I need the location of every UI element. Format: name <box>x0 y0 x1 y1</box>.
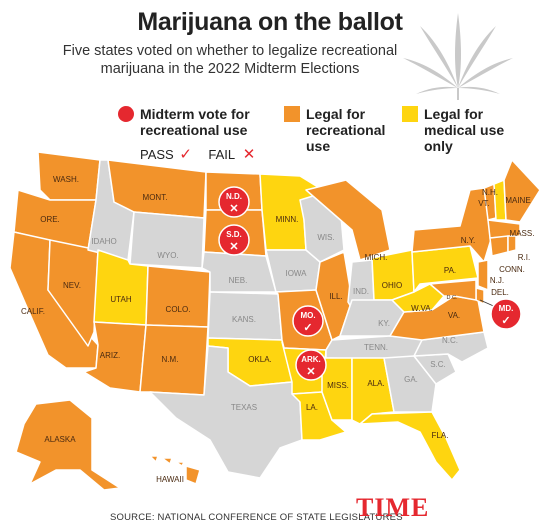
label-alaska: ALASKA <box>44 435 76 444</box>
legend-medical-label: Legal for medical use only <box>424 106 505 154</box>
state-neb <box>201 251 277 293</box>
label-miss: MISS. <box>327 381 349 390</box>
time-logo: TIME <box>356 493 430 522</box>
label-ill: ILL. <box>329 292 342 301</box>
fail-label: FAIL <box>208 147 236 162</box>
state-colo <box>145 265 211 328</box>
vote-label-md: MD. <box>499 304 514 313</box>
recreational-swatch <box>284 106 300 122</box>
label-texas: TEXAS <box>231 403 257 412</box>
label-idaho: IDAHO <box>91 237 116 246</box>
label-utah: UTAH <box>110 295 131 304</box>
label-del: DEL. <box>491 288 509 297</box>
state-conn <box>489 235 509 257</box>
legend-recreational-label: Legal for recreational use <box>306 106 386 154</box>
fail-x-icon: ✕ <box>229 241 238 253</box>
vote-marker-md: MD. ✓ <box>479 298 522 330</box>
fail-x-icon: ✕ <box>229 203 238 215</box>
label-maine: MAINE <box>505 196 530 205</box>
label-iowa: IOWA <box>285 269 307 278</box>
state-md <box>429 279 477 301</box>
state-va <box>389 295 485 341</box>
label-kans: KANS. <box>232 315 256 324</box>
vote-label-nd: N.D. <box>226 192 242 201</box>
label-ohio: OHIO <box>382 281 402 290</box>
label-nh: N.H. <box>482 188 498 197</box>
label-ala: ALA. <box>367 379 384 388</box>
label-wash: WASH. <box>53 175 79 184</box>
label-nj: N.J. <box>490 276 504 285</box>
state-alaska <box>15 399 121 491</box>
label-ariz: ARIZ. <box>100 351 120 360</box>
label-nm: N.M. <box>162 355 179 364</box>
vote-label-mo: MO. <box>300 311 315 320</box>
state-mass <box>487 219 521 239</box>
page-title: Marijuana on the ballot <box>137 8 403 36</box>
label-vt: VT. <box>478 199 490 208</box>
label-neb: NEB. <box>229 276 248 285</box>
label-colo: COLO. <box>166 305 191 314</box>
vote-label-ark: ARK. <box>301 355 321 364</box>
label-mont: MONT. <box>143 193 168 202</box>
pass-fail-key: PASS ✓ FAIL ✕ <box>140 145 257 163</box>
state-ga <box>383 355 437 413</box>
pass-label: PASS <box>140 147 174 162</box>
vote-swatch <box>118 106 134 122</box>
label-minn: MINN. <box>276 215 299 224</box>
label-sc: S.C. <box>430 360 446 369</box>
x-icon: ✕ <box>242 146 256 163</box>
check-icon: ✓ <box>179 146 192 163</box>
vote-marker-nd: N.D. ✕ <box>218 186 250 218</box>
label-ore: ORE. <box>40 215 60 224</box>
label-la: LA. <box>306 403 318 412</box>
legend: Midterm vote for recreational use Legal … <box>0 104 540 164</box>
label-nev: NEV. <box>63 281 81 290</box>
label-wis: WIS. <box>317 233 334 242</box>
vote-marker-mo: MO. ✓ <box>292 305 324 337</box>
state-mich <box>305 179 391 261</box>
label-nc: N.C. <box>442 336 458 345</box>
state-texas <box>149 345 303 479</box>
vote-marker-sd: S.D. ✕ <box>218 224 250 256</box>
legend-vote-label: Midterm vote for recreational use <box>140 106 250 138</box>
label-ky: KY. <box>378 319 390 328</box>
vote-label-sd: S.D. <box>226 230 242 239</box>
label-tenn: TENN. <box>364 343 388 352</box>
state-maine <box>503 159 540 223</box>
label-ind: IND. <box>353 287 369 296</box>
label-calif: CALIF. <box>21 307 45 316</box>
state-ri <box>507 235 517 253</box>
cannabis-leaf-icon <box>403 13 513 100</box>
label-mass: MASS. <box>510 229 535 238</box>
state-nj <box>477 259 489 291</box>
pass-check-icon: ✓ <box>303 322 312 334</box>
label-ga: GA. <box>404 375 418 384</box>
label-dc: D.C. <box>447 295 458 301</box>
label-okla: OKLA. <box>248 355 272 364</box>
label-fla: FLA. <box>432 431 449 440</box>
label-wva: W.VA. <box>411 304 433 313</box>
vote-marker-ark: ARK. ✕ <box>295 349 327 381</box>
label-va: VA. <box>448 311 460 320</box>
label-conn: CONN. <box>499 265 525 274</box>
label-wyo: WYO. <box>157 251 178 260</box>
pass-check-icon: ✓ <box>501 315 510 327</box>
source-note: SOURCE: NATIONAL CONFERENCE OF STATE LEG… <box>110 512 403 523</box>
label-mich: MICH. <box>365 253 388 262</box>
label-ri: R.I. <box>518 253 530 262</box>
state-miss <box>321 357 353 421</box>
label-hawaii: HAWAII <box>156 475 184 484</box>
page-subtitle: Five states voted on whether to legalize… <box>62 43 398 77</box>
medical-swatch <box>402 106 418 122</box>
label-ny: N.Y. <box>461 236 476 245</box>
state-fla <box>359 411 461 481</box>
label-pa: PA. <box>444 266 456 275</box>
state-hawaii <box>149 455 201 485</box>
fail-x-icon: ✕ <box>306 366 315 378</box>
